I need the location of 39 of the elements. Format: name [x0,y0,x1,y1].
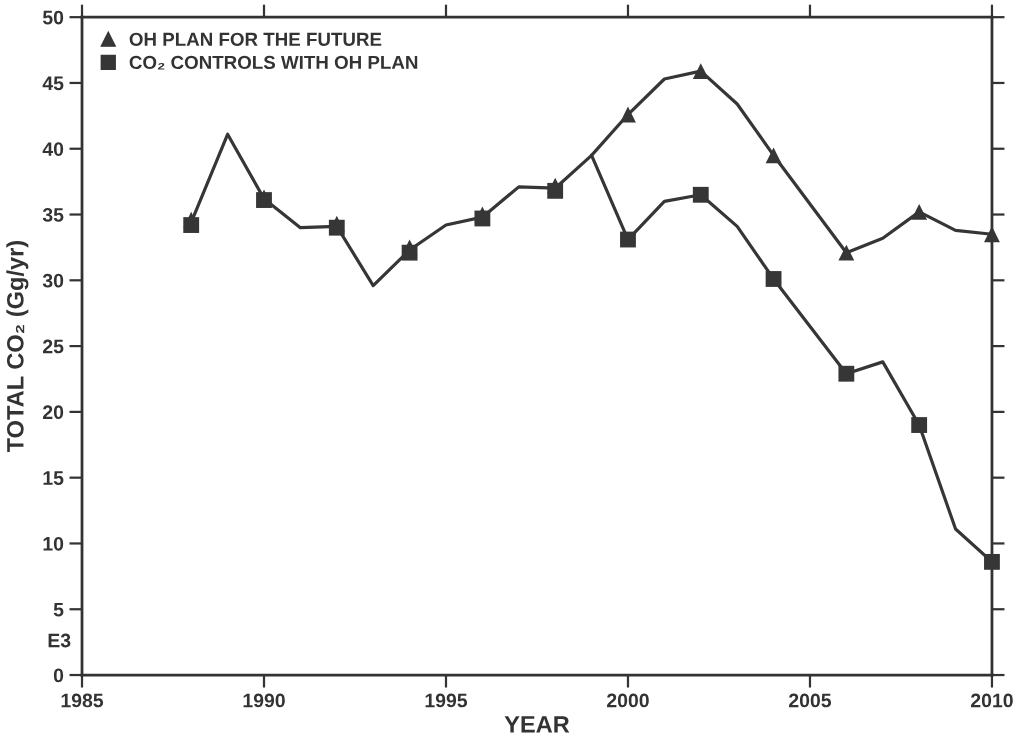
point [765,271,782,287]
y-tick-label: 25 [43,339,64,354]
point [692,63,709,80]
legend-label: CO₂ CONTROLS WITH OH PLAN [129,55,418,70]
x-tick-label: 1995 [425,693,468,708]
y-tick-label: 35 [42,207,64,222]
point [765,147,782,164]
x-tick-label: 2000 [607,693,649,708]
point [620,231,636,248]
y-tick-label: 15 [43,471,64,485]
y-tick-label: 50 [42,10,64,25]
legend-label: OH PLAN FOR THE FUTURE [129,32,382,46]
point [984,553,1000,570]
y-tick-label: 20 [43,405,64,420]
x-axis-title: YEAR [504,716,570,733]
y-tick-label: 30 [42,273,64,288]
point [692,186,709,203]
point [838,365,855,382]
y-axis-title: TOTAL CO₂ (Gg/yr) [6,241,29,453]
x-tick-label: 2010 [971,693,1013,708]
point [984,226,1000,243]
x-tick-label: 1990 [243,693,285,708]
point [911,417,928,433]
point [911,203,928,220]
point [620,106,636,123]
x-tick-label: 2005 [789,693,832,708]
point [183,217,200,233]
point [401,244,418,261]
y-tick-label: 40 [42,142,64,156]
y-tick-label: 5 [53,602,64,617]
point [328,219,345,236]
point [547,182,564,199]
point [474,210,491,227]
text: E3 [48,633,71,648]
y-tick-label: 10 [43,536,64,551]
x-tick-label: 1985 [61,693,104,708]
y-tick-label: 0 [53,668,64,683]
y-tick-label: 45 [42,76,64,91]
point [838,244,855,261]
